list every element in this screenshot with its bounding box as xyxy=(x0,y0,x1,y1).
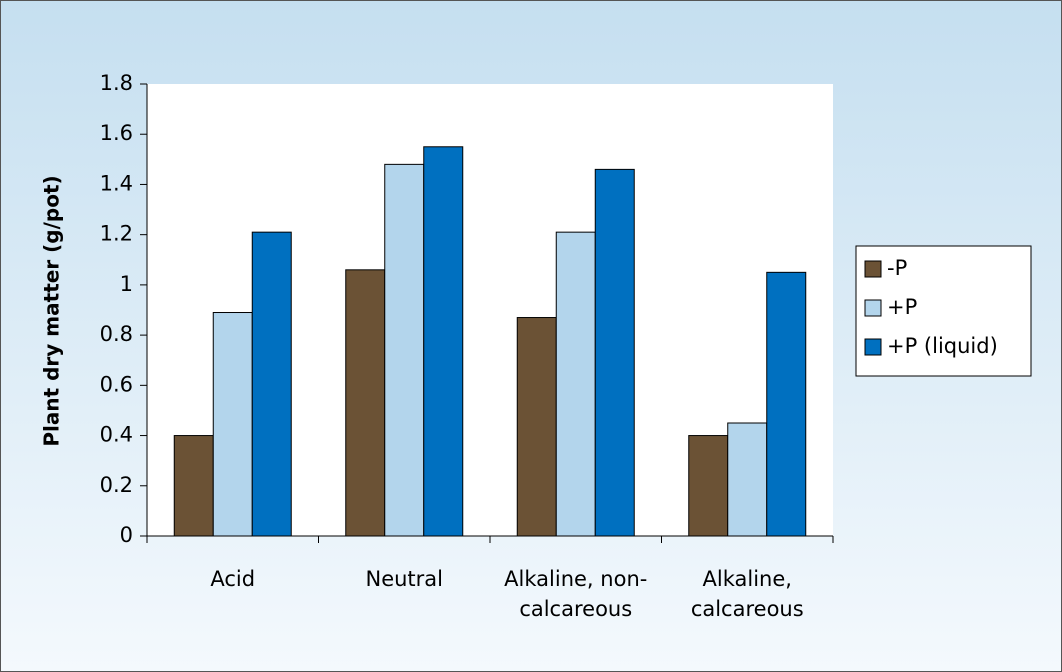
bar xyxy=(212,312,253,537)
y-tick-label: 1 xyxy=(120,272,133,296)
bar xyxy=(173,435,214,537)
y-tick-label: 1.6 xyxy=(100,121,133,145)
x-tick-label: Alkaline, non-calcareous xyxy=(504,567,648,621)
y-tick-label: 0.2 xyxy=(100,473,133,497)
legend-swatch xyxy=(864,338,882,356)
legend-box xyxy=(855,245,1032,377)
bar xyxy=(384,163,425,537)
y-tick-label: 0.8 xyxy=(100,322,133,346)
legend-label: +P xyxy=(887,295,917,319)
bar xyxy=(594,168,635,537)
bar xyxy=(555,231,596,537)
y-tick-label: 0.4 xyxy=(100,423,133,447)
bar xyxy=(251,231,292,537)
bar xyxy=(423,146,464,537)
legend-label: +P (liquid) xyxy=(887,334,998,358)
bar xyxy=(766,271,807,537)
x-tick-label: Neutral xyxy=(365,567,443,591)
y-tick-label: 0 xyxy=(120,523,133,547)
x-tick-label: Acid xyxy=(210,567,256,591)
bar xyxy=(688,435,729,537)
bar xyxy=(727,422,768,537)
legend-label: -P xyxy=(887,256,907,280)
x-tick-label: Alkaline, calcareous xyxy=(690,567,804,621)
legend-swatch xyxy=(864,299,882,317)
y-tick-label: 1.2 xyxy=(100,222,133,246)
bar xyxy=(516,317,557,537)
y-tick-label: 1.4 xyxy=(100,171,133,195)
bar xyxy=(345,269,386,537)
y-axis-label: Plant dry matter (g/pot) xyxy=(40,175,64,446)
y-tick-label: 1.8 xyxy=(100,71,133,95)
legend-swatch xyxy=(864,260,882,278)
y-tick-label: 0.6 xyxy=(100,372,133,396)
